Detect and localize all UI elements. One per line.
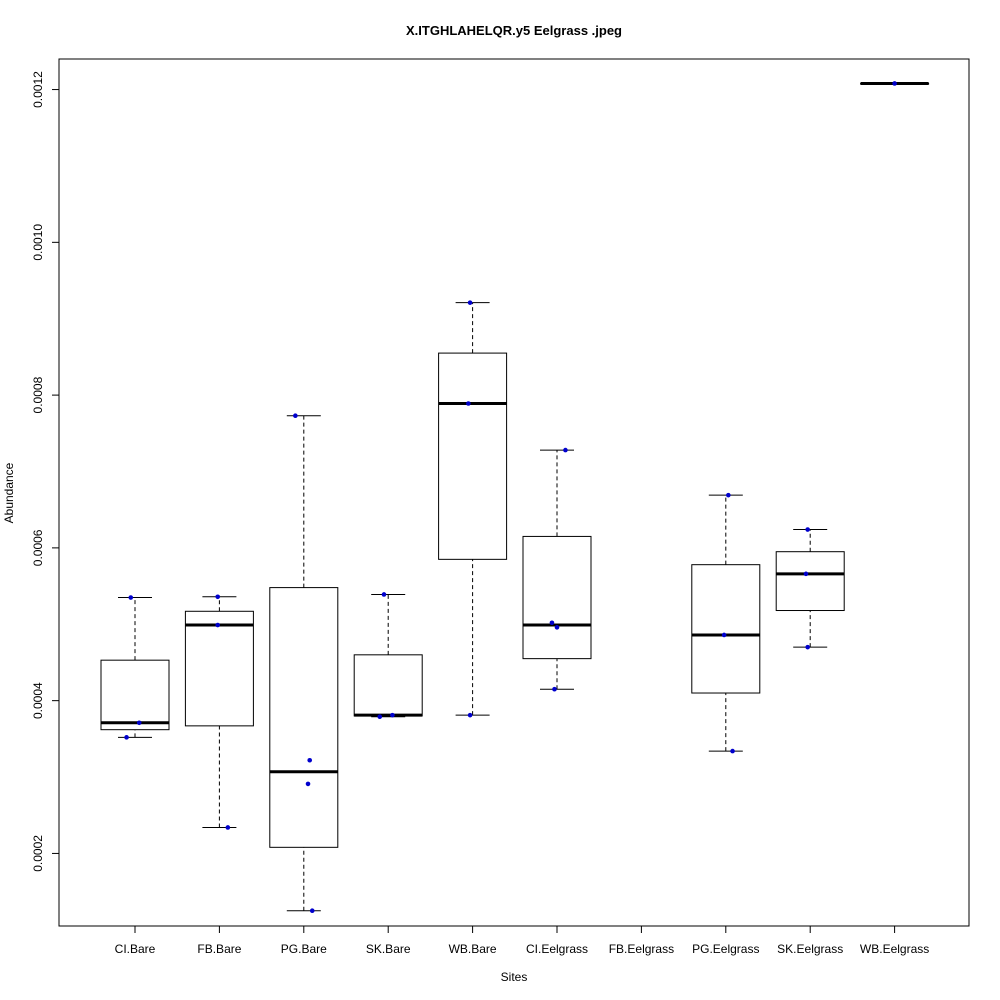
data-point [803,571,809,577]
data-point [467,712,473,718]
data-point [726,492,731,498]
data-point [721,632,727,638]
data-point [805,527,810,532]
x-tick-label: WB.Eelgrass [860,942,929,956]
box-SK.Bare [353,593,423,718]
box-iqr [269,587,339,848]
box-iqr [353,654,423,717]
y-tick-label: 0.0008 [31,376,45,413]
data-point [136,720,142,726]
plot-frame [58,58,970,927]
box-iqr [691,564,761,694]
data-point [377,714,383,719]
data-point [307,757,313,763]
box-iqr [100,659,170,731]
y-tick-label: 0.0006 [31,529,45,566]
y-tick-label: 0.0002 [31,835,45,872]
data-point [124,735,129,740]
x-tick-label: SK.Bare [366,942,411,956]
data-point [390,712,395,718]
data-point [549,620,555,626]
box-iqr [522,535,592,660]
box-iqr [184,610,254,727]
data-point [225,825,231,830]
x-tick-label: FB.Eelgrass [609,942,674,956]
data-point [215,594,221,600]
boxes-layer [100,81,930,912]
x-axis: CI.Bare FB.Bare PG.Bare SK.Bare WB.Bare CI.Ee… [115,925,929,956]
data-point [381,592,387,597]
y-tick-label: 0.0004 [31,682,45,719]
x-tick-label: SK.Eelgrass [777,942,843,956]
y-axis-label: Abundance [2,462,16,523]
data-point [466,401,471,406]
data-point [215,622,221,628]
y-tick-label: 0.0010 [31,224,45,261]
box-PG.Eelgrass [691,494,761,752]
data-point [554,625,560,630]
data-point [563,447,568,453]
x-tick-label: PG.Bare [281,942,327,956]
data-point [309,908,315,914]
box-PG.Bare [269,415,339,912]
x-tick-label: CI.Bare [115,942,156,956]
data-point [892,81,897,86]
data-point [552,686,557,692]
data-point [128,595,134,600]
y-axis: 0.0002 0.0004 0.0006 0.0008 0.0010 0.0012 [31,71,60,872]
box-CI.Eelgrass [522,449,592,690]
box-iqr [775,551,845,612]
y-tick-label: 0.0012 [31,71,45,108]
data-point [293,413,298,419]
data-point [730,748,735,754]
x-tick-label: PG.Eelgrass [692,942,759,956]
data-point [467,300,473,305]
x-tick-label: CI.Eelgrass [526,942,588,956]
box-FB.Bare [184,596,254,828]
points-layer [124,81,897,914]
box-CI.Bare [100,597,170,738]
x-axis-label: Sites [501,970,528,984]
x-tick-label: FB.Bare [197,942,241,956]
data-point [805,644,810,650]
box-iqr [438,352,508,560]
x-tick-label: WB.Bare [449,942,497,956]
box-SK.Eelgrass [775,529,845,648]
chart-title: X.ITGHLAHELQR.y5 Eelgrass .jpeg [406,23,622,38]
box-WB.Bare [438,302,508,716]
data-point [305,781,311,787]
